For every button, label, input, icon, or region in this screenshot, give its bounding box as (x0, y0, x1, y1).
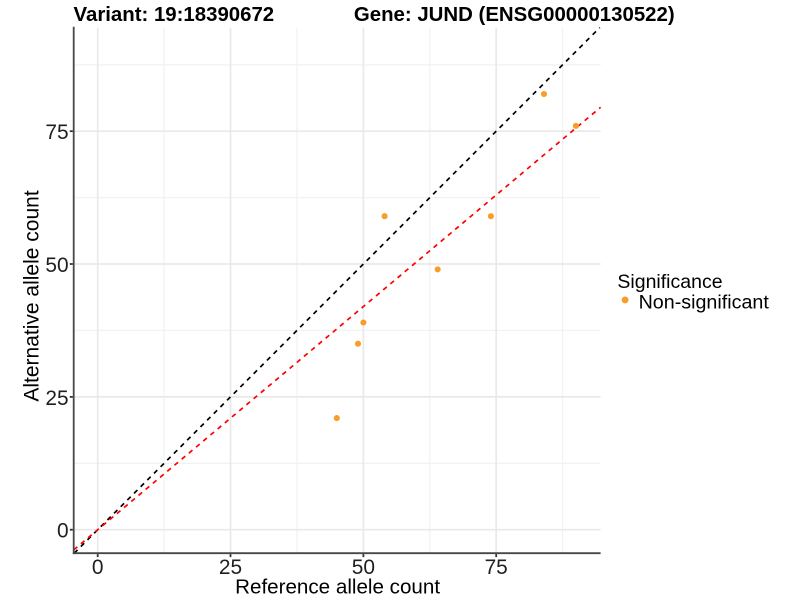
svg-text:Alternative allele count: Alternative allele count (21, 190, 44, 401)
svg-text:25: 25 (45, 387, 68, 410)
svg-text:0: 0 (92, 556, 104, 579)
svg-text:75: 75 (45, 121, 68, 144)
svg-text:Variant: 19:18390672: Variant: 19:18390672 (74, 4, 275, 26)
svg-text:0: 0 (57, 520, 69, 543)
svg-text:50: 50 (45, 254, 68, 277)
svg-text:Gene: JUND (ENSG00000130522): Gene: JUND (ENSG00000130522) (354, 4, 675, 26)
svg-text:75: 75 (485, 556, 508, 579)
svg-text:Significance: Significance (617, 271, 722, 293)
svg-text:25: 25 (219, 556, 242, 579)
svg-text:Reference allele count: Reference allele count (235, 576, 440, 599)
svg-text:50: 50 (352, 556, 375, 579)
svg-text:Non-significant: Non-significant (639, 291, 770, 313)
